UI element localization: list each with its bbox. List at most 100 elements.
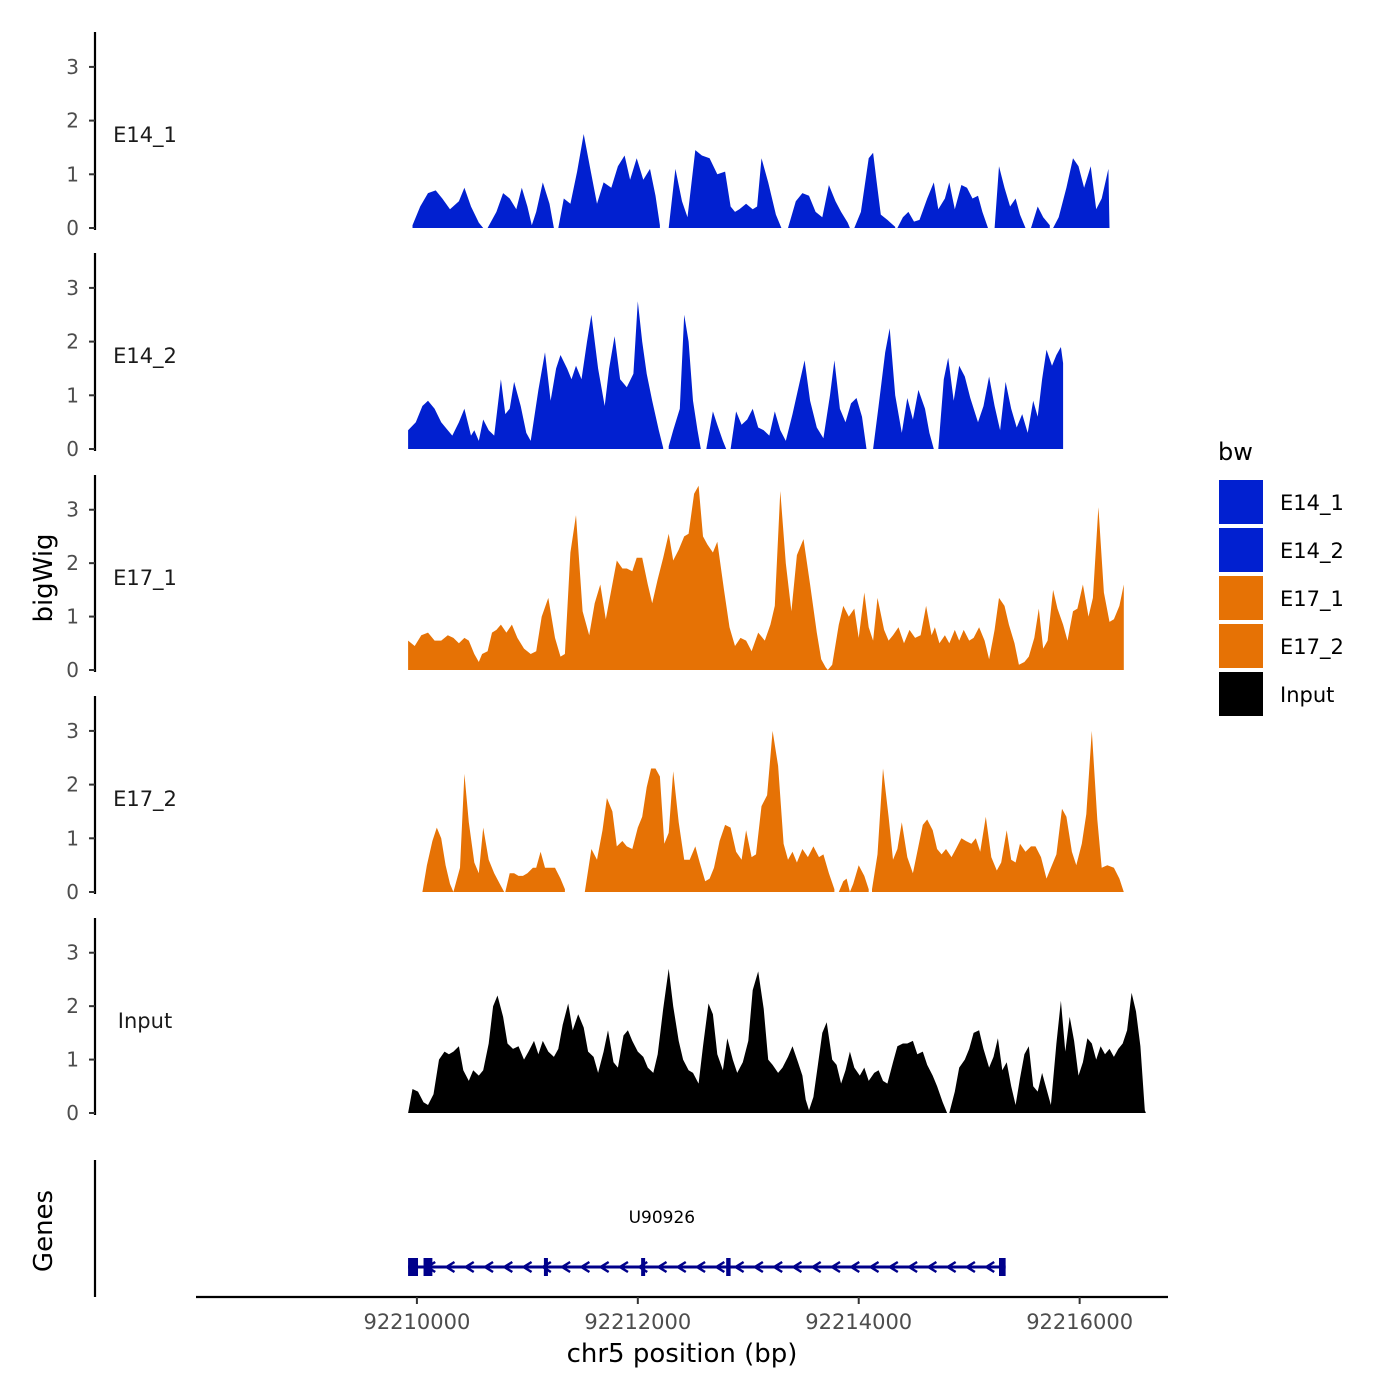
legend-key-e17-2 xyxy=(1219,624,1263,668)
area-e14-1 xyxy=(668,150,782,228)
area-e14-1 xyxy=(1031,206,1050,228)
y-tick-label: 1 xyxy=(66,383,79,407)
legend: bw E14_1 E14_2 E17_1 E17_2 Input xyxy=(1218,438,1344,716)
strand-arrow xyxy=(694,1260,706,1274)
track-label: E17_1 xyxy=(113,566,177,591)
legend-key-input xyxy=(1219,672,1263,716)
legend-label-e14-1: E14_1 xyxy=(1280,491,1344,516)
genes-track: U90926 xyxy=(93,1160,1006,1297)
area-e14-1 xyxy=(558,134,660,228)
y-tick-label: 3 xyxy=(66,498,79,522)
strand-arrow xyxy=(713,1260,726,1274)
track-e17-1: 0 1 2 3 E17_1 xyxy=(66,475,1124,682)
gene-exon xyxy=(408,1258,419,1276)
strand-arrow xyxy=(733,1260,745,1274)
x-tick-label: 92210000 xyxy=(363,1310,470,1334)
track-label: Input xyxy=(118,1009,172,1033)
gene-exon xyxy=(726,1258,731,1276)
x-tick-label: 92214000 xyxy=(805,1310,912,1334)
strand-arrow xyxy=(868,1260,880,1274)
area-e14-2 xyxy=(668,314,701,449)
area-e14-1 xyxy=(412,187,484,228)
strand-arrow xyxy=(579,1260,591,1274)
legend-label-e17-1: E17_1 xyxy=(1280,587,1344,612)
track-label: E14_2 xyxy=(113,344,177,369)
y-axis-title: bigWig xyxy=(29,533,59,622)
area-e14-1 xyxy=(994,166,1026,228)
y-tick-label: 2 xyxy=(66,773,79,797)
strand-arrow xyxy=(482,1260,494,1274)
y-tick-label: 0 xyxy=(66,1101,79,1125)
y-tick-label: 3 xyxy=(66,941,79,965)
area-input xyxy=(949,992,1146,1113)
y-tick-label: 2 xyxy=(66,330,79,354)
area-e14-2 xyxy=(873,328,934,449)
strand-arrow xyxy=(501,1260,513,1274)
strand-arrow xyxy=(983,1260,995,1274)
track-label: E14_1 xyxy=(113,123,177,148)
strand-arrow xyxy=(926,1260,938,1274)
y-tick-label: 2 xyxy=(66,994,79,1018)
area-e14-2 xyxy=(706,411,727,449)
legend-key-e17-1 xyxy=(1219,576,1263,620)
y-tick-label: 1 xyxy=(66,826,79,850)
area-e17-2 xyxy=(872,730,1124,892)
gene-exon xyxy=(543,1258,548,1276)
strand-arrow xyxy=(598,1260,610,1274)
strand-arrow xyxy=(617,1260,629,1274)
y-tick-label: 3 xyxy=(66,719,79,743)
strand-arrow xyxy=(521,1260,533,1274)
y-tick-label: 1 xyxy=(66,1048,79,1072)
track-input: 0 1 2 3 Input xyxy=(66,918,1146,1125)
y-tick-label: 0 xyxy=(66,437,79,461)
strand-arrow xyxy=(540,1260,552,1274)
y-tick-label: 1 xyxy=(66,605,79,629)
y-tick-label: 0 xyxy=(66,216,79,240)
y-tick-label: 3 xyxy=(66,276,79,300)
area-e14-1 xyxy=(897,182,988,228)
y-tick-label: 2 xyxy=(66,551,79,575)
track-e14-1: 0 1 2 3 E14_1 xyxy=(66,32,1110,240)
area-e14-2 xyxy=(408,301,664,449)
strand-arrow xyxy=(964,1260,976,1274)
track-e17-2: 0 1 2 3 E17_2 xyxy=(66,696,1124,904)
legend-label-input: Input xyxy=(1280,683,1334,707)
area-e17-2 xyxy=(422,773,505,892)
area-e14-1 xyxy=(1053,158,1110,228)
area-e14-2 xyxy=(730,360,867,449)
gene-label: U90926 xyxy=(629,1208,696,1228)
strand-arrow xyxy=(945,1260,957,1274)
strand-arrow xyxy=(810,1260,822,1274)
strand-arrow xyxy=(887,1260,899,1274)
area-input xyxy=(408,968,948,1113)
legend-label-e14-2: E14_2 xyxy=(1280,539,1344,564)
strand-arrow xyxy=(559,1260,571,1274)
legend-label-e17-2: E17_2 xyxy=(1280,635,1344,660)
area-e17-2 xyxy=(505,851,565,892)
legend-key-e14-1 xyxy=(1219,480,1263,524)
track-e14-2: 0 1 2 3 E14_2 xyxy=(66,253,1064,461)
x-tick-label: 92212000 xyxy=(584,1310,691,1334)
strand-arrow xyxy=(656,1260,668,1274)
legend-title: bw xyxy=(1218,438,1253,466)
strand-arrow xyxy=(848,1260,860,1274)
strand-arrow xyxy=(829,1260,841,1274)
legend-items: E14_1 E14_2 E17_1 E17_2 Input xyxy=(1219,480,1344,716)
strand-arrow xyxy=(675,1260,687,1274)
strand-arrow xyxy=(771,1260,783,1274)
y-tick-label: 0 xyxy=(66,880,79,904)
area-e14-1 xyxy=(788,185,850,228)
gene-exon xyxy=(999,1258,1006,1276)
area-e14-2 xyxy=(938,347,1064,449)
legend-key-e14-2 xyxy=(1219,528,1263,572)
gene-exon xyxy=(641,1258,646,1276)
strand-arrow xyxy=(906,1260,918,1274)
y-tick-label: 2 xyxy=(66,109,79,133)
area-e17-2 xyxy=(584,730,835,892)
gene-exon xyxy=(423,1258,433,1276)
y-tick-label: 1 xyxy=(66,162,79,186)
strand-arrow xyxy=(791,1260,803,1274)
area-e14-1 xyxy=(487,182,554,228)
strand-arrow xyxy=(463,1260,475,1274)
